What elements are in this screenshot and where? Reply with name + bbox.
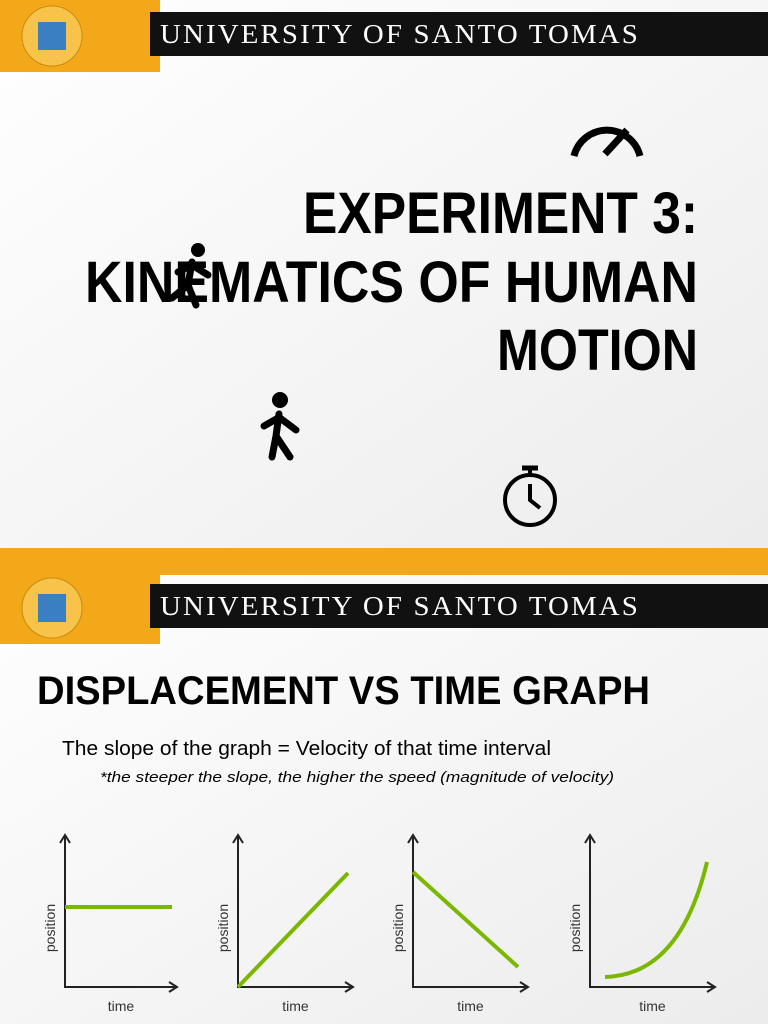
axes: [412, 835, 528, 988]
graph-line: [604, 861, 709, 979]
walker-icon: [260, 392, 300, 461]
y-axis-label: position: [215, 904, 231, 952]
axis-arrow: [232, 833, 244, 844]
body-text: The slope of the graph = Velocity of tha…: [62, 738, 551, 760]
x-axis-label: time: [457, 998, 484, 1014]
axis-arrow: [407, 833, 419, 844]
title-line: MOTION: [497, 318, 698, 383]
title-line: EXPERIMENT 3:: [303, 181, 698, 246]
slide-title: DISPLACEMENT VS TIME GRAPH: [37, 669, 650, 713]
axis-arrow: [168, 981, 179, 993]
logo-shield: [38, 22, 66, 50]
axis-arrow: [344, 981, 355, 993]
slide-2: UNIVERSITY OF SANTO TOMAS DISPLACEMENT V…: [0, 548, 768, 1024]
note-text: *the steeper the slope, the higher the s…: [100, 769, 614, 786]
axes: [64, 835, 177, 988]
logo-shield: [38, 594, 66, 622]
slide-1: UNIVERSITY OF SANTO TOMAS EXPERIMENT 3: …: [0, 0, 768, 548]
stopwatch-icon: [503, 465, 557, 527]
axis-arrow: [584, 833, 596, 844]
y-axis-label: position: [567, 904, 583, 952]
x-axis-label: time: [108, 998, 135, 1014]
graph: position time: [567, 833, 717, 1014]
graph: position time: [42, 833, 179, 1014]
graphs: positiontimepositiontimepositiontimeposi…: [42, 833, 717, 1014]
speedometer-icon: [570, 126, 644, 157]
graph-line: [236, 871, 350, 989]
x-axis-label: time: [639, 998, 666, 1014]
header-title: UNIVERSITY OF SANTO TOMAS: [160, 19, 640, 49]
header-band: [150, 12, 768, 56]
header-band: [150, 584, 768, 628]
graph-line: [411, 870, 520, 969]
graph: position time: [215, 833, 355, 1014]
header-title: UNIVERSITY OF SANTO TOMAS: [160, 591, 640, 621]
y-axis-label: position: [42, 904, 58, 952]
runner-icon: [168, 243, 212, 309]
axes: [589, 835, 715, 988]
graph: position time: [390, 833, 530, 1014]
axis-arrow: [519, 981, 530, 993]
slide-background: [0, 0, 768, 548]
y-axis-label: position: [390, 904, 406, 952]
axis-arrow: [706, 981, 717, 993]
top-stripe: [0, 548, 768, 575]
axis-arrow: [59, 833, 71, 844]
title-line: KINEMATICS OF HUMAN: [85, 250, 698, 315]
x-axis-label: time: [282, 998, 309, 1014]
